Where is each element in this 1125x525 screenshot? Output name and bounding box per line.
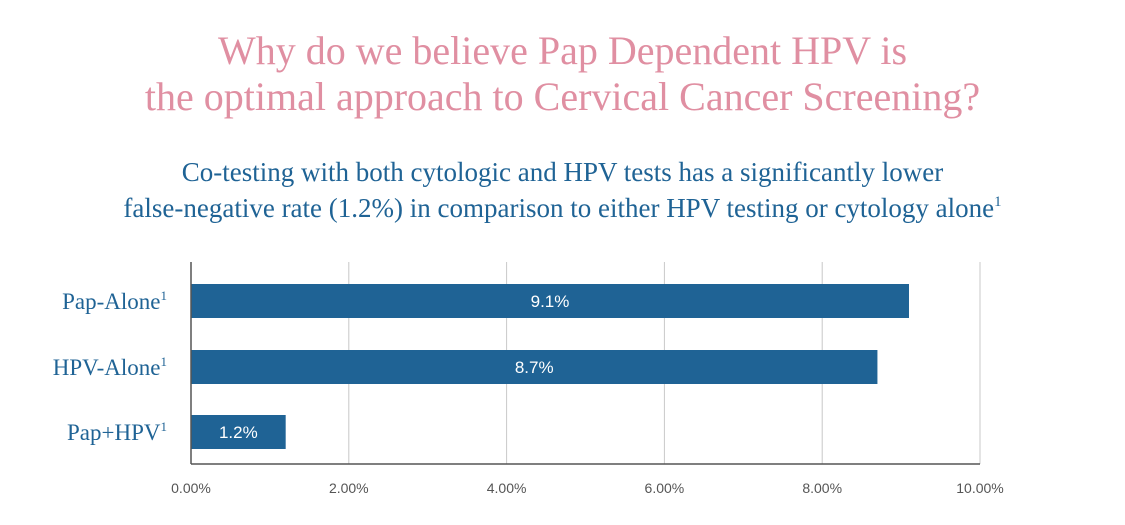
title-line-1: Why do we believe Pap Dependent HPV is <box>217 28 908 73</box>
bar-data-label: 1.2% <box>219 423 258 442</box>
category-footnote: 1 <box>161 354 168 369</box>
x-tick-label: 10.00% <box>956 480 1003 496</box>
category-label-text: Pap-Alone <box>62 289 160 314</box>
x-tick-label: 6.00% <box>645 480 685 496</box>
subtitle-line-2-text: false-negative rate (1.2%) in comparison… <box>123 193 995 223</box>
subtitle-line-2: false-negative rate (1.2%) in comparison… <box>0 190 1125 226</box>
category-label: HPV-Alone1 <box>53 354 167 380</box>
subtitle-line-1: Co-testing with both cytologic and HPV t… <box>181 157 944 187</box>
x-tick-label: 4.00% <box>487 480 527 496</box>
bar-data-label: 9.1% <box>531 292 570 311</box>
bar-data-label: 8.7% <box>515 358 554 377</box>
category-label: Pap-Alone1 <box>62 288 167 314</box>
page-subtitle: Co-testing with both cytologic and HPV t… <box>0 154 1125 226</box>
bar <box>191 415 286 449</box>
bar <box>191 350 878 384</box>
x-tick-label: 0.00% <box>171 480 211 496</box>
category-footnote: 1 <box>161 288 168 303</box>
category-label: Pap+HPV1 <box>67 419 167 445</box>
page-title: Why do we believe Pap Dependent HPV is t… <box>0 28 1125 120</box>
category-footnote: 1 <box>161 419 168 434</box>
title-line-2: the optimal approach to Cervical Cancer … <box>144 74 981 119</box>
x-tick-label: 8.00% <box>802 480 842 496</box>
x-tick-label: 2.00% <box>329 480 369 496</box>
bar <box>191 284 909 318</box>
category-label-text: HPV-Alone <box>53 355 161 380</box>
category-label-text: Pap+HPV <box>67 420 161 445</box>
subtitle-footnote: 1 <box>994 193 1002 210</box>
